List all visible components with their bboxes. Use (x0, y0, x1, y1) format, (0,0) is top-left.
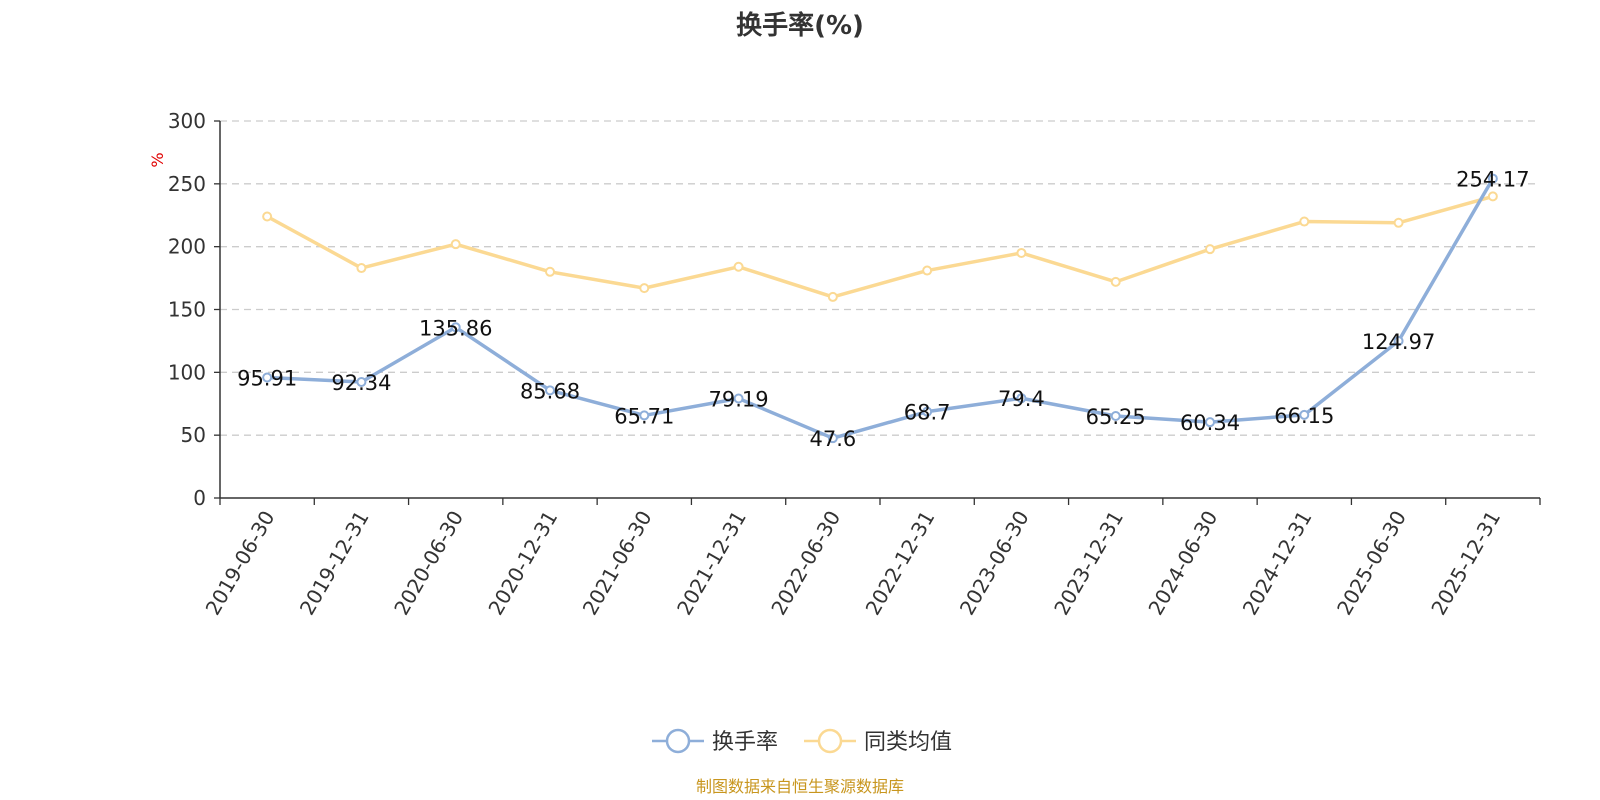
data-label: 124.97 (1362, 330, 1435, 354)
x-tick-label: 2025-06-30 (1332, 507, 1411, 620)
y-tick-label: 200 (168, 235, 206, 259)
data-point (450, 239, 461, 250)
data-point (356, 376, 367, 387)
y-tick-label: 100 (168, 360, 206, 384)
y-tick-label: 50 (181, 423, 206, 447)
data-point (827, 291, 838, 302)
data-point (733, 261, 744, 272)
series-line-peer-average (266, 194, 1494, 299)
data-point (1299, 216, 1310, 227)
legend-item-peer-average[interactable]: 同类均值 (804, 728, 952, 755)
x-tick-label: 2021-06-30 (578, 507, 657, 620)
data-label: 65.71 (614, 404, 674, 428)
data-point (450, 322, 461, 333)
y-axis-unit: % (148, 152, 167, 167)
data-label: 79.19 (709, 387, 769, 411)
data-point (1205, 244, 1215, 255)
data-label: 85.68 (520, 379, 580, 403)
data-point (1016, 247, 1027, 258)
y-tick-label: 0 (193, 486, 206, 510)
data-label: 65.25 (1086, 405, 1146, 429)
x-tick-label: 2019-06-30 (201, 507, 280, 620)
data-point (1110, 411, 1121, 422)
source-note: 制图数据来自恒生聚源数据库 (696, 777, 904, 796)
data-point (545, 266, 555, 277)
x-tick-label: 2021-12-31 (672, 507, 751, 620)
chart-title: 换手率(%) (736, 10, 864, 41)
series-line-turnover (267, 177, 1495, 440)
y-tick-label: 150 (168, 298, 206, 322)
data-label: 68.7 (904, 401, 951, 425)
x-tick-label: 2023-12-31 (1049, 507, 1128, 620)
series-group (262, 173, 1498, 444)
data-label: 66.15 (1274, 404, 1334, 428)
y-tick-label: 300 (168, 109, 206, 133)
x-tick-label: 2020-06-30 (389, 507, 468, 620)
legend-label: 换手率 (712, 730, 778, 755)
x-tick-label: 2024-06-30 (1143, 507, 1222, 620)
data-point (1110, 276, 1121, 287)
x-tick-label: 2022-12-31 (861, 506, 940, 619)
x-tick-label: 2020-12-31 (483, 507, 562, 620)
data-point (545, 385, 555, 396)
data-point (639, 410, 650, 421)
legend-item-turnover[interactable]: 换手率 (652, 728, 778, 755)
data-point (1299, 409, 1310, 420)
x-tick-label: 2023-06-30 (955, 507, 1034, 620)
data-point (1487, 173, 1498, 184)
data-label: 47.6 (809, 427, 856, 451)
legend-marker (665, 728, 691, 754)
data-label: 254.17 (1456, 168, 1529, 192)
data-point (827, 433, 838, 444)
grid-lines (220, 120, 1540, 436)
data-point (262, 211, 273, 222)
data-labels: 95.91 92.34 135.86 85.68 65.71 79.19 47.6 68.7 7… (237, 168, 1530, 452)
data-point (639, 283, 650, 294)
y-tick-label: 250 (168, 172, 206, 196)
x-tick-label: 2019-12-31 (295, 507, 374, 620)
data-point (922, 265, 933, 276)
data-point (1205, 417, 1215, 428)
data-label: 92.34 (331, 371, 391, 395)
data-label: 135.86 (419, 316, 492, 340)
data-label: 95.91 (237, 366, 297, 390)
x-tick-label: 2022-06-30 (766, 507, 845, 620)
data-point (356, 263, 367, 274)
data-point (733, 393, 744, 404)
legend-marker (817, 728, 843, 754)
x-tick-label: 2025-12-31 (1426, 507, 1505, 620)
data-point (922, 406, 933, 417)
data-point (1487, 191, 1498, 202)
legend[interactable]: 换手率 同类均值 (652, 728, 952, 755)
data-point (1016, 393, 1027, 404)
data-point (262, 372, 273, 383)
data-point (1393, 335, 1404, 346)
data-label: 60.34 (1180, 411, 1240, 435)
data-label: 79.4 (998, 387, 1045, 411)
legend-label: 同类均值 (864, 730, 952, 755)
data-point (1393, 217, 1404, 228)
x-tick-label: 2024-12-31 (1238, 507, 1317, 620)
